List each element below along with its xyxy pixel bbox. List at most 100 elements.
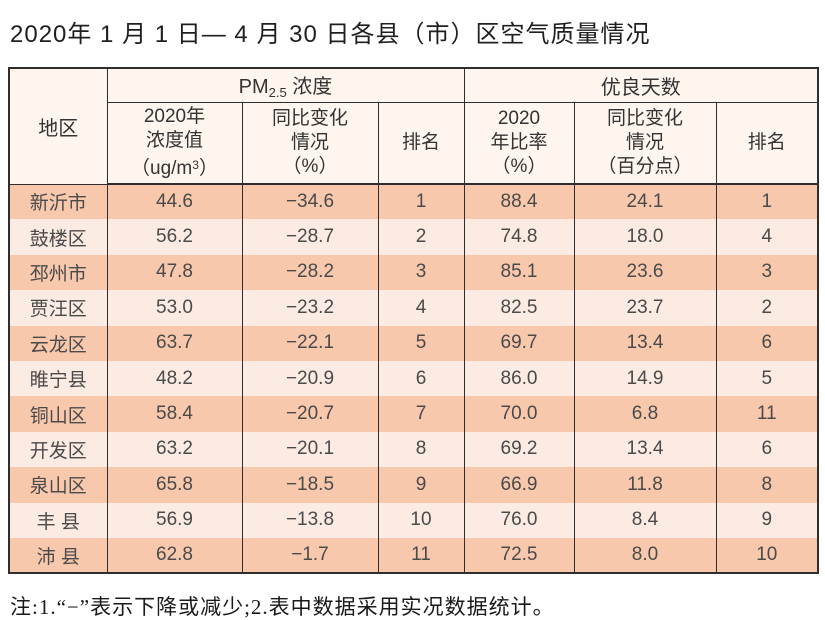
table-row: 鼓楼区 56.2 −28.7 2 74.8 18.0 4 [8, 219, 819, 255]
good-change-cell: 23.7 [573, 290, 717, 326]
table-row: 云龙区 63.7 −22.1 5 69.7 13.4 6 [8, 325, 819, 361]
good-rank-cell: 1 [715, 184, 819, 220]
table-row: 铜山区 58.4 −20.7 7 70.0 6.8 11 [8, 396, 819, 432]
good-rank-cell: 4 [715, 219, 819, 255]
good-rank-cell: 2 [715, 290, 819, 326]
good-change-cell: 8.0 [573, 537, 717, 574]
good-change-cell: 11.8 [573, 467, 717, 503]
unit-close: ） [198, 157, 218, 179]
table-body: 新沂市 44.6 −34.6 1 88.4 24.1 1 鼓楼区 56.2 −2… [8, 184, 819, 574]
pm-value-cell: 44.6 [106, 184, 243, 220]
pm-rank-cell: 11 [377, 537, 465, 574]
good-rank-cell: 11 [715, 396, 819, 432]
pm-value-cell: 47.8 [106, 254, 243, 291]
table-row: 开发区 63.2 −20.1 8 69.2 13.4 6 [8, 431, 819, 468]
good-rate-cell: 66.9 [463, 467, 575, 503]
pm-rank-cell: 8 [377, 431, 465, 468]
pm-change-cell: −13.8 [241, 502, 379, 538]
pm-value-cell: 63.2 [106, 431, 243, 468]
pm-change-cell: −20.7 [241, 396, 379, 432]
pm-value-header-line1: 2020年 [143, 105, 206, 127]
region-cell: 泉山区 [8, 467, 108, 503]
table-row: 新沂市 44.6 −34.6 1 88.4 24.1 1 [8, 184, 819, 220]
pm-value-cell: 56.9 [106, 502, 243, 538]
footnote: 注:1.“−”表示下降或减少;2.表中数据采用实况数据统计。 [10, 595, 555, 620]
good-rate-cell: 74.8 [463, 219, 575, 255]
good-change-cell: 14.9 [573, 360, 717, 397]
region-cell: 新沂市 [8, 184, 108, 220]
pm-rank-cell: 1 [377, 184, 465, 220]
group-header-row: 地区 PM2.5 浓度 优良天数 [8, 67, 819, 185]
pm-value-cell: 62.8 [106, 537, 243, 574]
good-change-cell: 13.4 [573, 325, 717, 361]
good-change-cell: 8.4 [573, 502, 717, 538]
table-header: 地区 PM2.5 浓度 优良天数 2020年 浓度值 （ug/m3） 同比变化 情况… [8, 67, 819, 185]
good-change-column-header: 同比变化 情况 （百分点） [573, 101, 717, 185]
table-row: 睢宁县 48.2 −20.9 6 86.0 14.9 5 [8, 360, 819, 397]
pm-value-header-unit: （ug/m3） [108, 153, 242, 181]
pm-change-cell: −1.7 [241, 537, 379, 574]
pm-rank-cell: 6 [377, 360, 465, 397]
good-change-cell: 24.1 [573, 184, 717, 220]
good-rank-cell: 6 [715, 325, 819, 361]
pm-subscript: 2.5 [268, 85, 287, 101]
region-cell: 铜山区 [8, 396, 108, 432]
pm-label: PM [238, 76, 269, 99]
pm-change-cell: −28.2 [241, 254, 379, 291]
unit-superscript: 3 [192, 157, 199, 172]
region-cell: 邳州市 [8, 254, 108, 291]
pm-rank-cell: 10 [377, 502, 465, 538]
good-rank-cell: 3 [715, 254, 819, 291]
good-rank-cell: 8 [715, 467, 819, 503]
good-change-cell: 13.4 [573, 431, 717, 468]
unit-open: （ug/m [131, 157, 193, 179]
region-cell: 贾汪区 [8, 290, 108, 326]
good-change-cell: 23.6 [573, 254, 717, 291]
table-row: 邳州市 47.8 −28.2 3 85.1 23.6 3 [8, 254, 819, 291]
pm-rank-cell: 7 [377, 396, 465, 432]
air-quality-table: 地区 PM2.5 浓度 优良天数 2020年 浓度值 （ug/m3） 同比变化 情况… [8, 67, 820, 575]
pm-value-column-header: 2020年 浓度值 （ug/m3） [106, 101, 243, 185]
table-row: 沛 县 62.8 −1.7 11 72.5 8.0 10 [8, 537, 819, 574]
pm-value-header-line2: 浓度值 [145, 129, 203, 151]
pm-change-cell: −22.1 [241, 325, 379, 361]
good-rate-cell: 70.0 [463, 396, 575, 432]
pm25-group-header: PM2.5 浓度 [106, 67, 465, 103]
good-rank-column-header: 排名 [715, 101, 819, 185]
good-rate-column-header: 2020 年比率 （%） [463, 101, 575, 185]
good-rate-cell: 69.2 [463, 431, 575, 468]
region-column-header: 地区 [8, 67, 108, 185]
pm-value-cell: 65.8 [106, 467, 243, 503]
pm-change-column-header: 同比变化 情况 （%） [241, 101, 379, 185]
pm-rank-cell: 3 [377, 254, 465, 291]
good-rank-cell: 9 [715, 502, 819, 538]
region-cell: 沛 县 [8, 537, 108, 574]
pm-value-cell: 58.4 [106, 396, 243, 432]
pm-value-cell: 63.7 [106, 325, 243, 361]
good-rate-cell: 69.7 [463, 325, 575, 361]
good-rank-cell: 5 [715, 360, 819, 397]
pm-value-cell: 48.2 [106, 360, 243, 397]
pm-change-cell: −20.9 [241, 360, 379, 397]
sub-header-row: 2020年 浓度值 （ug/m3） 同比变化 情况 （%） 排名 2020 年比率 … [9, 101, 819, 185]
region-cell: 鼓楼区 [8, 219, 108, 255]
good-days-group-header: 优良天数 [463, 67, 819, 103]
good-rate-cell: 76.0 [463, 502, 575, 538]
pm-rank-cell: 5 [377, 325, 465, 361]
pm-change-cell: −23.2 [241, 290, 379, 326]
good-rank-cell: 6 [715, 431, 819, 468]
table-row: 泉山区 65.8 −18.5 9 66.9 11.8 8 [8, 467, 819, 503]
region-cell: 丰 县 [8, 502, 108, 538]
pm-value-cell: 53.0 [106, 290, 243, 326]
table-row: 丰 县 56.9 −13.8 10 76.0 8.4 9 [8, 502, 819, 538]
pm-change-cell: −34.6 [241, 184, 379, 220]
page-title: 2020年 1 月 1 日— 4 月 30 日各县（市）区空气质量情况 [10, 21, 651, 48]
good-rate-cell: 86.0 [463, 360, 575, 397]
pm-label-suffix: 浓度 [286, 76, 333, 99]
pm-rank-cell: 2 [377, 219, 465, 255]
good-rate-cell: 85.1 [463, 254, 575, 291]
region-cell: 睢宁县 [8, 360, 108, 397]
good-change-cell: 6.8 [573, 396, 717, 432]
table-row: 贾汪区 53.0 −23.2 4 82.5 23.7 2 [8, 290, 819, 326]
